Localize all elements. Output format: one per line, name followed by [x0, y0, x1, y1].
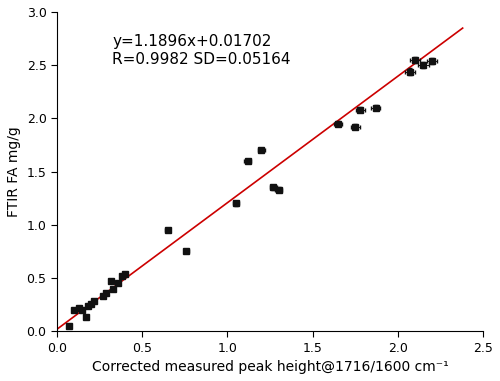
Y-axis label: FTIR FA mg/g: FTIR FA mg/g — [7, 126, 21, 217]
Text: y=1.1896x+0.01702
R=0.9982 SD=0.05164: y=1.1896x+0.01702 R=0.9982 SD=0.05164 — [112, 34, 291, 67]
X-axis label: Corrected measured peak height@1716/1600 cm⁻¹: Corrected measured peak height@1716/1600… — [92, 360, 448, 374]
